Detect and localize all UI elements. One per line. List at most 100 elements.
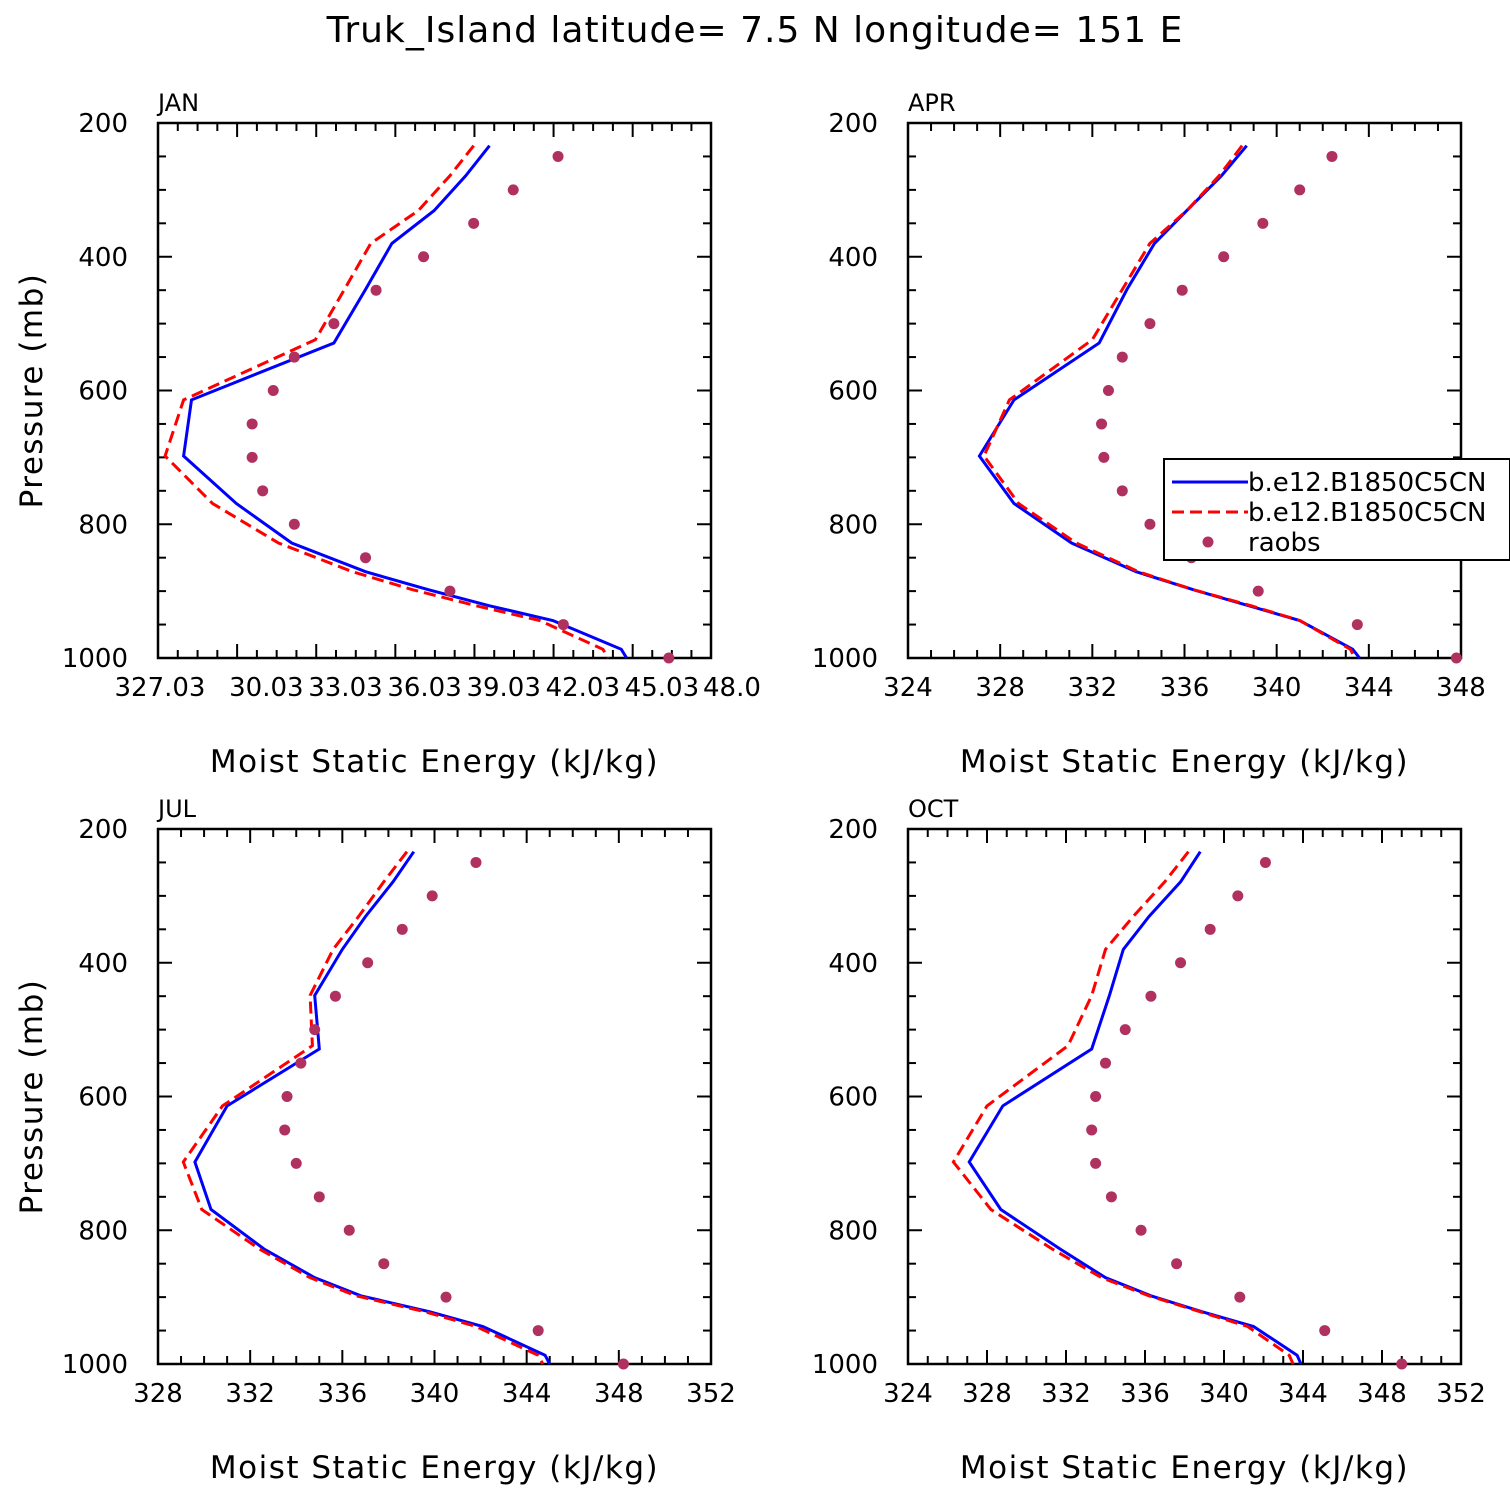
raobs-point	[470, 856, 482, 868]
raobs-point	[532, 1325, 544, 1337]
legend-box	[1163, 458, 1510, 561]
x-tick-label: 352	[686, 1379, 736, 1409]
raobs-point	[1450, 652, 1462, 664]
raobs-point	[1326, 150, 1338, 162]
raobs-point	[281, 1091, 293, 1102]
y-tick-label: 600	[78, 1083, 128, 1113]
x-tick-label: 42.03	[546, 673, 620, 703]
x-tick-label: 332	[1041, 1379, 1091, 1409]
raobs-point	[1144, 318, 1156, 330]
raobs-point	[1145, 990, 1157, 1002]
series-line-solid	[182, 144, 628, 659]
x-axis-label: Moist Static Energy (kJ/kg)	[210, 1450, 659, 1486]
chart-title: Truk_Island latitude= 7.5 N longitude= 1…	[326, 10, 1184, 51]
raobs-point	[1252, 585, 1264, 597]
series-line-solid	[193, 850, 552, 1365]
x-tick-label: 332	[1068, 673, 1118, 703]
legend-label: b.e12.B1850C5CN	[1248, 498, 1486, 528]
series-line-solid	[967, 850, 1303, 1365]
y-tick-label: 400	[828, 243, 878, 273]
raobs-point	[290, 1157, 302, 1169]
y-tick-label: 400	[78, 243, 128, 273]
y-tick-label: 800	[78, 510, 128, 540]
y-tick-label: 200	[828, 815, 878, 845]
series-line-dashed	[181, 850, 545, 1365]
raobs-point	[329, 990, 341, 1002]
x-tick-label: 336	[1120, 1379, 1170, 1409]
raobs-point	[370, 284, 382, 296]
raobs-point	[1218, 251, 1230, 263]
panel-label: JUL	[156, 795, 197, 823]
raobs-point	[257, 485, 269, 497]
raobs-point	[1259, 856, 1271, 868]
x-tick-label: 332	[225, 1379, 275, 1409]
raobs-point	[444, 585, 456, 597]
raobs-point	[360, 552, 372, 564]
y-tick-label: 800	[828, 510, 878, 540]
raobs-point	[1257, 217, 1269, 229]
y-tick-label: 200	[78, 109, 128, 139]
raobs-point	[552, 150, 564, 162]
x-tick-label: 344	[1278, 1379, 1328, 1409]
x-tick-label: 324	[883, 673, 933, 703]
y-axis-label: Pressure (mb)	[14, 979, 50, 1215]
raobs-point	[557, 619, 569, 631]
x-tick-label: 348	[594, 1379, 644, 1409]
y-tick-label: 400	[78, 949, 128, 979]
raobs-point	[1090, 1157, 1102, 1169]
raobs-point	[1090, 1091, 1102, 1102]
plot-frame	[156, 121, 713, 660]
y-tick-label: 1000	[812, 644, 878, 674]
raobs-point	[507, 184, 519, 196]
panel-label: JAN	[156, 89, 199, 117]
y-tick-label: 800	[78, 1216, 128, 1246]
x-tick-label: 327.03	[115, 673, 206, 703]
x-tick-label: 348	[1436, 673, 1486, 703]
y-tick-label: 1000	[62, 644, 128, 674]
x-axis-label: Moist Static Energy (kJ/kg)	[210, 744, 659, 780]
x-tick-label: 348	[1357, 1379, 1407, 1409]
raobs-point	[288, 351, 300, 363]
x-tick-label: 39.03	[466, 673, 540, 703]
x-axis-label: Moist Static Energy (kJ/kg)	[960, 744, 1409, 780]
y-axis-label: Pressure (mb)	[14, 273, 50, 509]
y-tick-label: 600	[78, 377, 128, 407]
x-tick-label: 344	[1344, 673, 1394, 703]
y-tick-label: 800	[828, 1216, 878, 1246]
raobs-point	[279, 1124, 291, 1136]
raobs-point	[1100, 1057, 1111, 1069]
legend-label: raobs	[1248, 528, 1321, 558]
raobs-point	[1232, 890, 1244, 902]
raobs-point	[246, 418, 258, 430]
x-tick-label: 340	[1199, 1379, 1249, 1409]
raobs-point	[1294, 184, 1306, 196]
raobs-point	[1096, 418, 1108, 430]
y-tick-label: 600	[828, 1083, 878, 1113]
series-line-solid	[977, 144, 1361, 659]
x-tick-label: 36.03	[387, 673, 461, 703]
panel-label: APR	[908, 89, 956, 117]
raobs-point	[267, 385, 279, 396]
x-tick-label: 344	[502, 1379, 552, 1409]
x-tick-label: 340	[1252, 673, 1302, 703]
plot-frame	[906, 121, 1463, 660]
x-tick-label: 33.03	[308, 673, 382, 703]
raobs-point	[362, 957, 374, 969]
raobs-point	[1144, 518, 1156, 530]
x-tick-label: 30.03	[229, 673, 303, 703]
x-tick-label: 340	[410, 1379, 460, 1409]
x-tick-label: 48.0	[703, 673, 761, 703]
series-line-dashed	[163, 144, 610, 659]
raobs-point	[1116, 485, 1128, 497]
y-tick-label: 400	[828, 949, 878, 979]
raobs-point	[1175, 957, 1187, 969]
raobs-point	[1234, 1291, 1246, 1303]
legend-label: b.e12.B1850C5CN	[1248, 468, 1486, 498]
raobs-point	[328, 318, 340, 330]
